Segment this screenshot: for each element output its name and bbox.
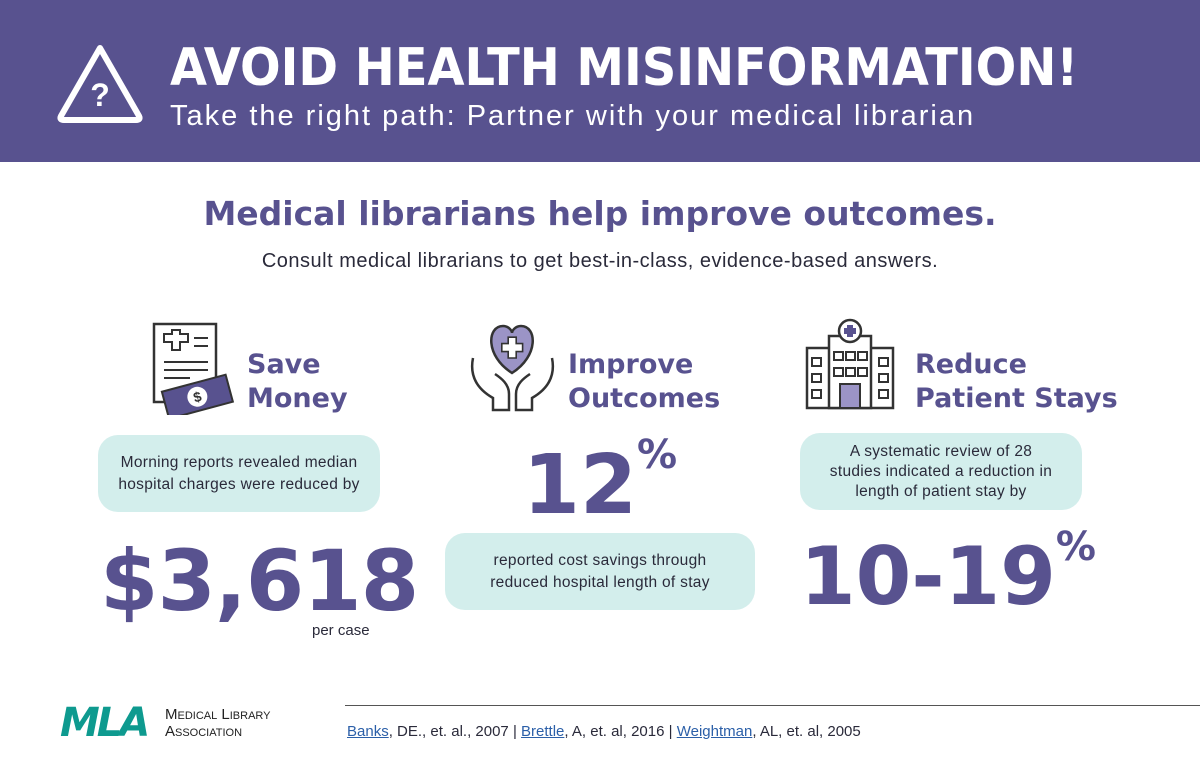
citations: Banks, DE., et. al., 2007 | Brettle, A, … xyxy=(347,723,861,740)
info-box: reported cost savings through reduced hos… xyxy=(445,533,755,610)
hospital-icon xyxy=(805,318,895,410)
citation-link[interactable]: Weightman xyxy=(676,723,753,740)
logo-line: Association xyxy=(165,723,243,740)
info-box: Morning reports revealed median hospital … xyxy=(98,435,380,512)
stat: 10-19% xyxy=(800,524,1096,623)
citation-text: , DE., et. al., 2007 xyxy=(388,723,509,740)
stat-unit: % xyxy=(637,432,678,478)
title-line: Improve xyxy=(568,349,694,380)
column-title: Reduce Patient Stays xyxy=(915,348,1118,416)
title-line: Money xyxy=(247,383,348,414)
title-line: Patient Stays xyxy=(915,383,1118,414)
stat: 12% xyxy=(445,432,755,533)
intro-heading: Medical librarians help improve outcomes… xyxy=(203,194,997,233)
citation-link[interactable]: Brettle xyxy=(521,723,565,740)
title-line: Reduce xyxy=(915,349,1027,380)
warning-icon: ? xyxy=(57,45,143,123)
box-line: reduced hospital length of stay xyxy=(490,573,710,591)
intro-text: Consult medical librarians to get best-i… xyxy=(261,250,939,272)
stat-number: 10-19 xyxy=(800,530,1056,623)
svg-text:?: ? xyxy=(90,77,110,113)
logo-mark: MLA xyxy=(60,700,150,746)
subtitle: Take the right path: Partner with your m… xyxy=(170,100,976,132)
header-band xyxy=(0,0,1200,162)
citation-text: , A, et. al, 2016 xyxy=(564,723,665,740)
footer-rule xyxy=(345,705,1200,706)
svg-text:$: $ xyxy=(192,388,204,406)
box-line: A systematic review of 28 xyxy=(849,442,1033,460)
title: AVOID HEALTH MISINFORMATION! xyxy=(170,38,1079,98)
title-line: Save xyxy=(247,349,321,380)
stat: $3,618 xyxy=(100,532,419,630)
column-title: Improve Outcomes xyxy=(568,348,720,416)
box-line: hospital charges were reduced by xyxy=(118,475,360,493)
title-line: Outcomes xyxy=(568,383,721,414)
box-line: reported cost savings through xyxy=(493,551,707,569)
money-icon: $ xyxy=(152,322,235,415)
citation-text: , AL, et. al, 2005 xyxy=(752,723,861,740)
separator: | xyxy=(512,723,517,740)
info-box: A systematic review of 28 studies indicat… xyxy=(800,433,1082,510)
stat-note: per case xyxy=(312,622,370,639)
box-line: Morning reports revealed median xyxy=(120,453,358,471)
box-line: studies indicated a reduction in xyxy=(829,462,1053,480)
logo-name: Medical Library Association xyxy=(165,706,271,740)
logo-line: Medical Library xyxy=(165,706,271,723)
stat-unit: % xyxy=(1055,524,1096,570)
stat-number: 12 xyxy=(522,438,638,533)
separator: | xyxy=(668,723,673,740)
care-icon xyxy=(470,324,555,412)
column-title: Save Money xyxy=(247,348,348,416)
box-line: length of patient stay by xyxy=(855,482,1027,500)
citation-link[interactable]: Banks xyxy=(347,723,389,740)
